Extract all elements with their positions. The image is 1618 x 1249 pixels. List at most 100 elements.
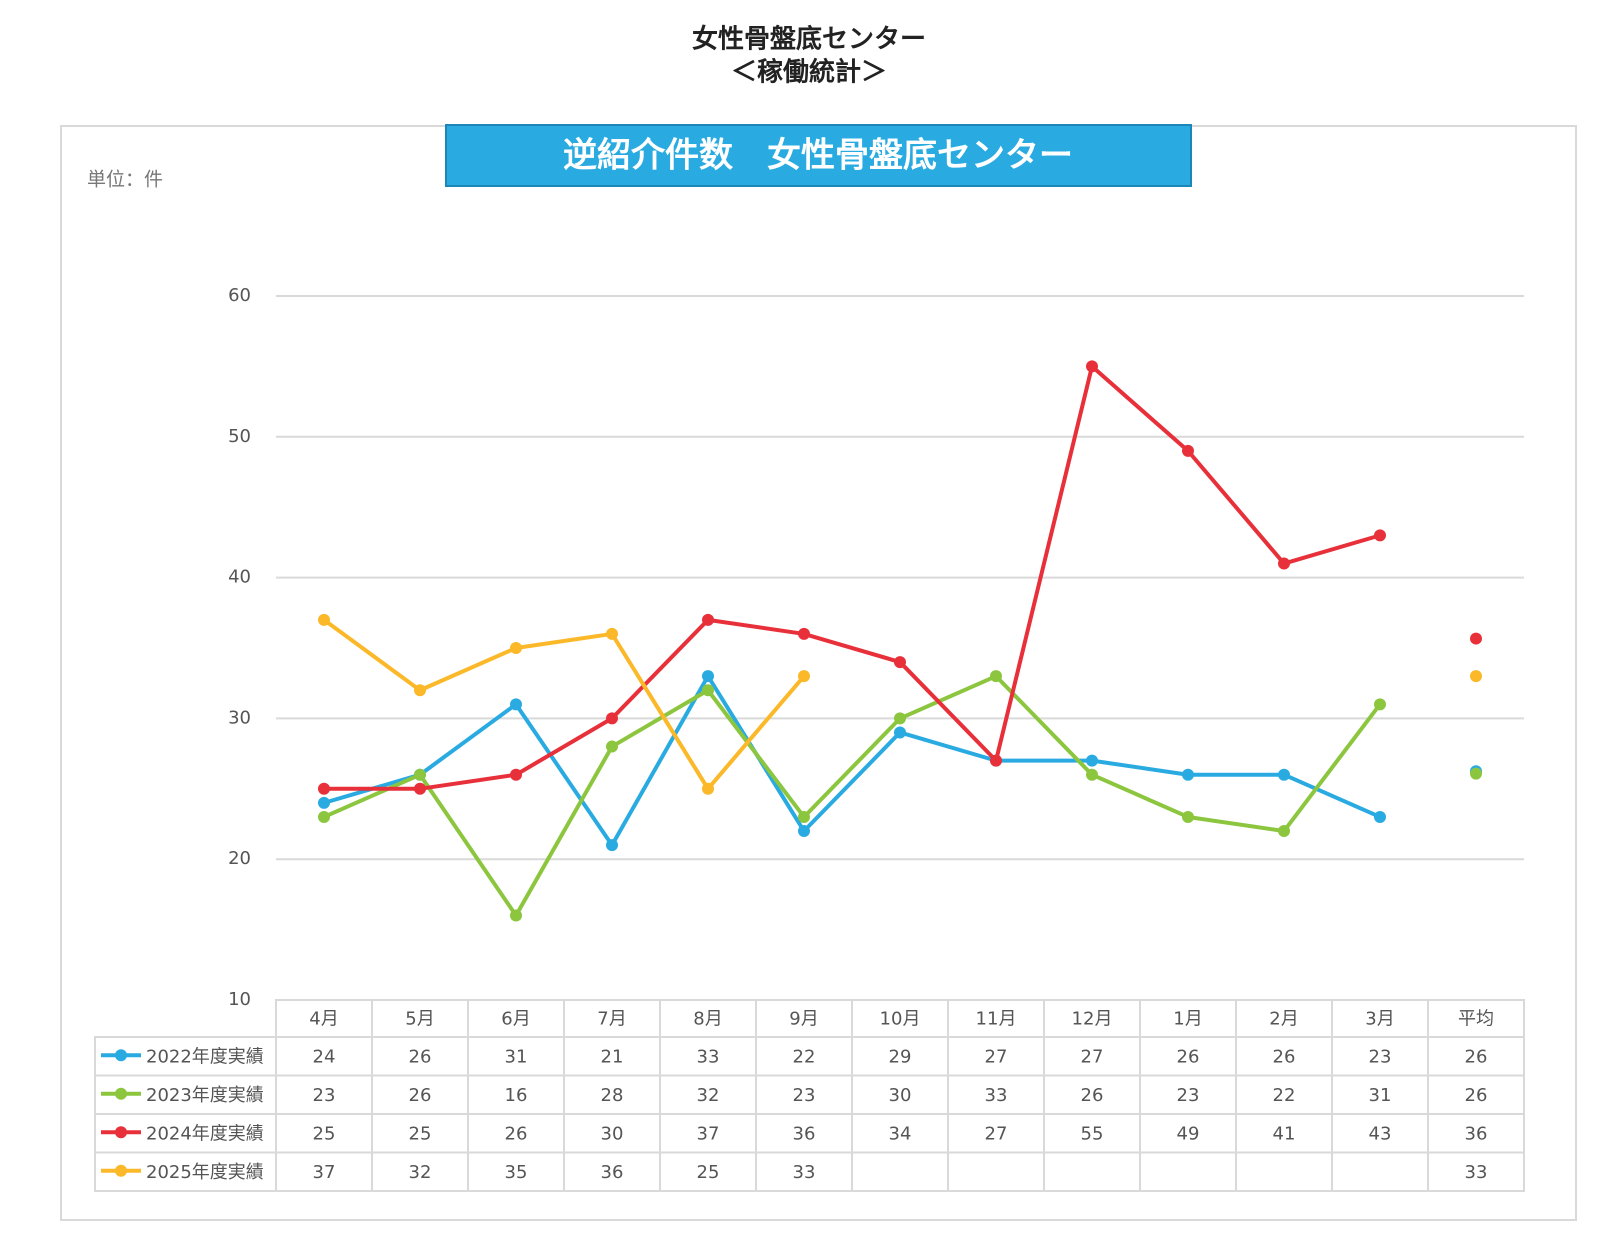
x-tick-label: 平均 (1458, 1009, 1494, 1030)
table-average: 26 (1465, 1085, 1488, 1106)
series-line (324, 364, 1381, 791)
data-point (1374, 529, 1386, 542)
x-tick-label: 1月 (1173, 1009, 1202, 1030)
data-point (798, 670, 810, 683)
table-value: 26 (409, 1085, 432, 1106)
table-average: 33 (1465, 1162, 1488, 1183)
table-value: 30 (601, 1123, 624, 1144)
table-value: 25 (313, 1123, 336, 1144)
table-cell (1043, 1151, 1141, 1192)
table-value: 25 (409, 1123, 432, 1144)
table-value: 26 (1273, 1046, 1296, 1067)
data-point (1374, 698, 1386, 711)
data-point (702, 670, 714, 683)
x-tick-label: 4月 (309, 1009, 338, 1030)
y-tick-label: 10 (228, 989, 251, 1010)
table-value: 26 (409, 1046, 432, 1067)
x-tick-label: 5月 (405, 1009, 434, 1030)
legend-marker (115, 1049, 127, 1062)
data-point (702, 684, 714, 697)
legend-label: 2025年度実績 (146, 1162, 264, 1183)
average-point (1470, 632, 1482, 645)
table-value: 29 (889, 1046, 912, 1067)
table-cell (1427, 1151, 1525, 1192)
series-line (322, 618, 806, 791)
table-value: 31 (1369, 1085, 1392, 1106)
data-point (318, 782, 330, 795)
table-value: 43 (1369, 1123, 1392, 1144)
x-tick-label: 12月 (1072, 1009, 1113, 1030)
data-point (798, 825, 810, 838)
title-banner (445, 124, 1192, 187)
legend-label: 2024年度実績 (146, 1123, 264, 1144)
series-line (323, 674, 1382, 918)
data-point (798, 627, 810, 640)
data-point (414, 782, 426, 795)
table-value: 55 (1081, 1123, 1104, 1144)
data-point (798, 810, 810, 823)
average-point (1470, 767, 1482, 780)
data-point (606, 712, 618, 725)
table-value: 36 (601, 1162, 624, 1183)
data-point (894, 656, 906, 669)
data-point (1182, 810, 1194, 823)
chart-frame (60, 125, 1577, 1221)
data-point (510, 698, 522, 711)
data-point (1086, 768, 1098, 781)
data-point (1278, 557, 1290, 570)
data-point (414, 684, 426, 697)
data-point (1374, 810, 1386, 823)
table-value: 21 (601, 1046, 624, 1067)
table-cell (947, 1151, 1045, 1192)
x-tick-label: 11月 (976, 1009, 1017, 1030)
table-value: 26 (1081, 1085, 1104, 1106)
data-point (510, 768, 522, 781)
table-value: 27 (985, 1046, 1008, 1067)
x-tick-label: 10月 (880, 1009, 921, 1030)
table-value: 27 (985, 1123, 1008, 1144)
table-value: 32 (697, 1085, 720, 1106)
table-value: 23 (793, 1085, 816, 1106)
table-value: 27 (1081, 1046, 1104, 1067)
data-point (1278, 768, 1290, 781)
table-cell (851, 1151, 949, 1192)
x-tick-label: 6月 (501, 1009, 530, 1030)
table-value: 37 (313, 1162, 336, 1183)
table-value: 23 (1369, 1046, 1392, 1067)
x-tick-label: 9月 (789, 1009, 818, 1030)
legend-marker (115, 1087, 127, 1100)
table-value: 28 (601, 1085, 624, 1106)
y-tick-label: 30 (228, 707, 251, 728)
data-point (702, 782, 714, 795)
data-point (1278, 825, 1290, 838)
y-tick-label: 50 (228, 426, 251, 447)
average-point (1470, 670, 1482, 683)
table-value: 23 (313, 1085, 336, 1106)
data-point (510, 642, 522, 654)
table-value: 26 (505, 1123, 528, 1144)
table-value: 22 (1273, 1085, 1296, 1106)
y-tick-label: 60 (228, 285, 251, 306)
table-value: 33 (985, 1085, 1008, 1106)
legend-marker (115, 1126, 127, 1139)
table-value: 49 (1177, 1123, 1200, 1144)
table-value: 37 (697, 1123, 720, 1144)
table-value: 22 (793, 1046, 816, 1067)
data-point (990, 754, 1002, 767)
x-tick-label: 7月 (597, 1009, 626, 1030)
table-cell (1139, 1151, 1237, 1192)
page-title: 女性骨盤底センター (692, 24, 926, 55)
table-value: 35 (505, 1162, 528, 1183)
table-value: 33 (793, 1162, 816, 1183)
table-value: 26 (1177, 1046, 1200, 1067)
legend-label: 2023年度実績 (146, 1085, 264, 1106)
table-value: 31 (505, 1046, 528, 1067)
chart-title: 逆紹介件数 女性骨盤底センター (563, 136, 1073, 176)
legend-label: 2022年度実績 (146, 1046, 264, 1067)
data-point (606, 740, 618, 753)
table-value: 24 (313, 1046, 336, 1067)
series-line (323, 674, 1381, 848)
data-point (702, 613, 714, 626)
table-value: 23 (1177, 1085, 1200, 1106)
data-point (318, 613, 330, 626)
